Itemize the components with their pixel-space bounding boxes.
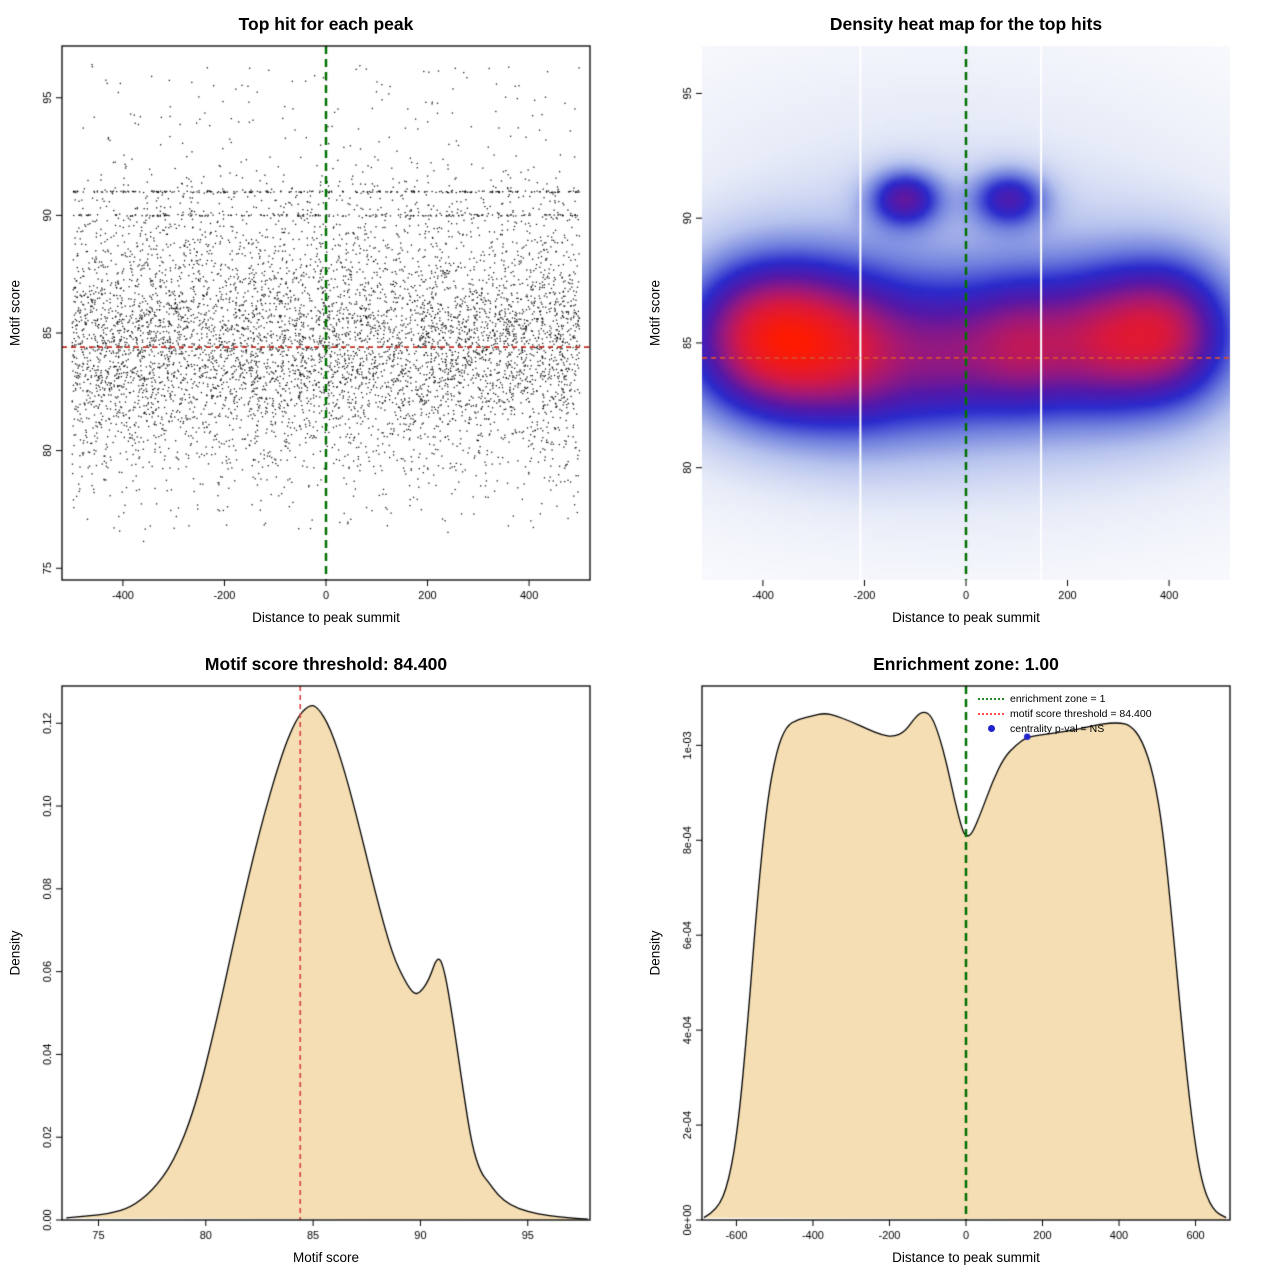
enrichment-zone-ylabel: Density xyxy=(647,930,663,976)
legend-item-enrichment-zone: enrichment zone = 1 xyxy=(978,692,1152,705)
heatmap-plot-canvas xyxy=(640,0,1280,640)
scatter-plot-canvas xyxy=(0,0,640,640)
position-density-plot-canvas xyxy=(640,640,1280,1280)
panel-enrichment-zone-density: Enrichment zone: 1.00 Distance to peak s… xyxy=(640,640,1280,1280)
enrichment-zone-xlabel: Distance to peak summit xyxy=(892,1250,1040,1265)
scatter-xlabel: Distance to peak summit xyxy=(252,610,400,625)
score-density-xlabel: Motif score xyxy=(292,1250,360,1265)
red-dotted-line-icon xyxy=(978,712,1004,715)
score-density-ylabel: Density xyxy=(7,930,23,976)
heatmap-ylabel: Motif score xyxy=(647,279,663,347)
scatter-ylabel: Motif score xyxy=(7,279,23,347)
score-density-plot-canvas xyxy=(0,640,640,1280)
legend-item-motif-score-threshold: motif score threshold = 84.400 xyxy=(978,707,1152,720)
panel-motif-score-density: Motif score threshold: 84.400 Motif scor… xyxy=(0,640,640,1280)
enrichment-zone-title: Enrichment zone: 1.00 xyxy=(873,654,1059,674)
blue-point-icon xyxy=(988,725,995,732)
heatmap-title: Density heat map for the top hits xyxy=(829,14,1103,34)
panel-density-heatmap: Density heat map for the top hits Distan… xyxy=(640,0,1280,640)
green-dotted-line-icon xyxy=(978,697,1004,700)
score-density-title: Motif score threshold: 84.400 xyxy=(204,654,448,674)
legend-label-centrality-pval: centrality p-val = NS xyxy=(1010,722,1105,735)
legend-item-centrality-pval: centrality p-val = NS xyxy=(978,722,1152,735)
legend-label-motif-score-threshold: motif score threshold = 84.400 xyxy=(1010,707,1152,720)
legend: enrichment zone = 1 motif score threshol… xyxy=(978,692,1152,735)
panel-top-hit-scatter: Top hit for each peak Distance to peak s… xyxy=(0,0,640,640)
heatmap-xlabel: Distance to peak summit xyxy=(892,610,1040,625)
legend-label-enrichment-zone: enrichment zone = 1 xyxy=(1010,692,1106,705)
scatter-title: Top hit for each peak xyxy=(238,14,414,34)
